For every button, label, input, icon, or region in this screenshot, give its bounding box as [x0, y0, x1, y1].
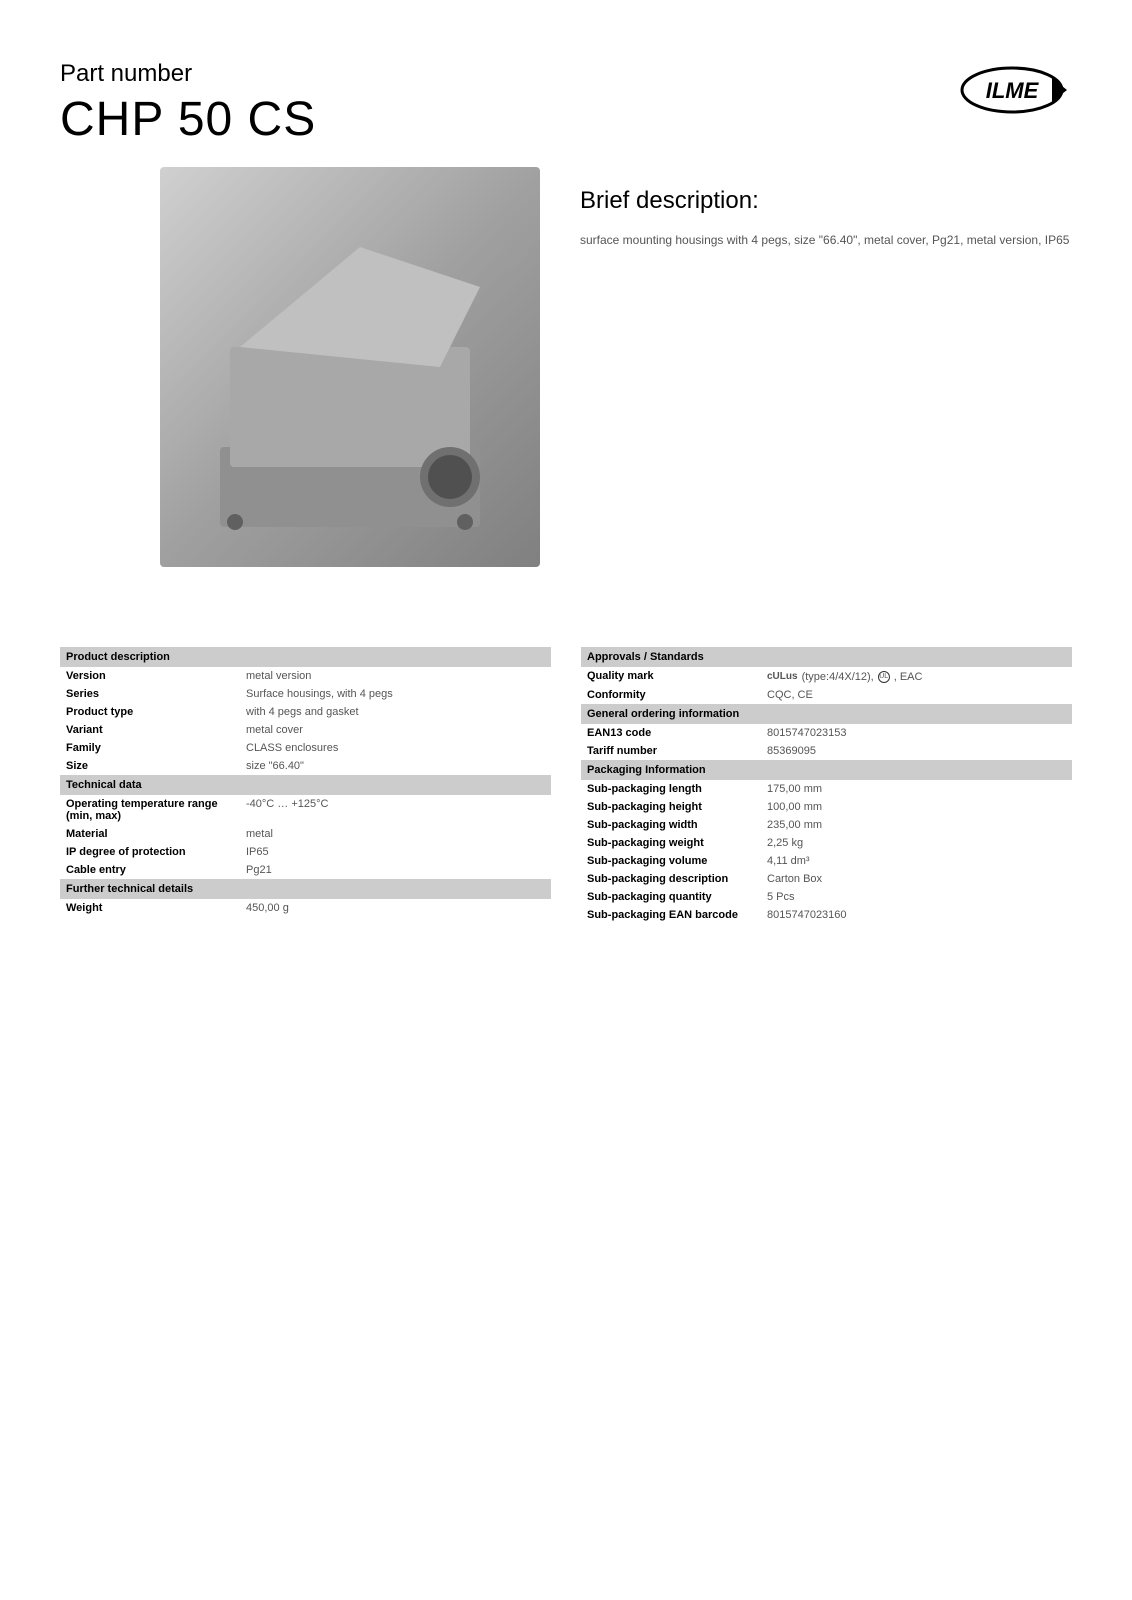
spec-label: IP degree of protection	[66, 846, 246, 858]
spec-value: CLASS enclosures	[246, 742, 545, 754]
page-header: Part number CHP 50 CS ILME	[60, 60, 1072, 147]
spec-row: Weight450,00 g	[60, 899, 551, 917]
company-logo: ILME	[952, 60, 1072, 120]
spec-label: Sub-packaging height	[587, 801, 767, 813]
spec-label: Operating temperature range (min, max)	[66, 798, 246, 822]
spec-row: Cable entryPg21	[60, 861, 551, 879]
spec-row: Sub-packaging width235,00 mm	[581, 816, 1072, 834]
spec-value: with 4 pegs and gasket	[246, 706, 545, 718]
spec-label: Product type	[66, 706, 246, 718]
spec-row: Sub-packaging volume4,11 dm³	[581, 852, 1072, 870]
spec-value: size "66.40"	[246, 760, 545, 772]
spec-row: Sub-packaging length175,00 mm	[581, 780, 1072, 798]
spec-value: CQC, CE	[767, 689, 1066, 701]
spec-label: Cable entry	[66, 864, 246, 876]
spec-value: IP65	[246, 846, 545, 858]
brief-section: Brief description: surface mounting hous…	[580, 167, 1072, 567]
spec-label: Version	[66, 670, 246, 682]
spec-label: Sub-packaging description	[587, 873, 767, 885]
quality-mark-icons: cULus (type:4/4X/12), UL , EAC	[767, 671, 922, 683]
specs-right-column: Approvals / StandardsQuality markcULus (…	[581, 647, 1072, 924]
spec-value: Carton Box	[767, 873, 1066, 885]
spec-row: Sub-packaging quantity5 Pcs	[581, 888, 1072, 906]
section-header: Further technical details	[60, 879, 551, 899]
section-header: Technical data	[60, 775, 551, 795]
spec-row: Tariff number85369095	[581, 742, 1072, 760]
spec-value: metal	[246, 828, 545, 840]
spec-value: 8015747023160	[767, 909, 1066, 921]
brief-title: Brief description:	[580, 187, 1072, 215]
specs-left-column: Product descriptionVersionmetal versionS…	[60, 647, 551, 924]
spec-label: Size	[66, 760, 246, 772]
svg-text:ILME: ILME	[986, 78, 1040, 103]
spec-label: Family	[66, 742, 246, 754]
spec-value: Pg21	[246, 864, 545, 876]
spec-row: Sub-packaging EAN barcode8015747023160	[581, 906, 1072, 924]
spec-label: Variant	[66, 724, 246, 736]
spec-value: 8015747023153	[767, 727, 1066, 739]
spec-value: 175,00 mm	[767, 783, 1066, 795]
spec-row: Variantmetal cover	[60, 721, 551, 739]
brief-text: surface mounting housings with 4 pegs, s…	[580, 231, 1072, 249]
spec-value: 85369095	[767, 745, 1066, 757]
spec-value: 2,25 kg	[767, 837, 1066, 849]
section-header: Product description	[60, 647, 551, 667]
spec-label: Sub-packaging width	[587, 819, 767, 831]
spec-row: Sub-packaging height100,00 mm	[581, 798, 1072, 816]
ilme-logo-icon: ILME	[952, 60, 1072, 120]
spec-row: Sub-packaging weight2,25 kg	[581, 834, 1072, 852]
spec-label: EAN13 code	[587, 727, 767, 739]
spec-label: Sub-packaging EAN barcode	[587, 909, 767, 921]
product-illustration-icon	[160, 167, 540, 567]
spec-row: Materialmetal	[60, 825, 551, 843]
section-header: Packaging Information	[581, 760, 1072, 780]
ul-mark-icon: cULus	[767, 671, 798, 682]
spec-label: Sub-packaging volume	[587, 855, 767, 867]
certification-circle-icon: UL	[878, 671, 890, 683]
spec-label: Quality mark	[587, 670, 767, 683]
specs-container: Product descriptionVersionmetal versionS…	[60, 647, 1072, 924]
spec-label: Sub-packaging weight	[587, 837, 767, 849]
spec-row: Sub-packaging descriptionCarton Box	[581, 870, 1072, 888]
spec-label: Material	[66, 828, 246, 840]
spec-label: Sub-packaging length	[587, 783, 767, 795]
section-header: Approvals / Standards	[581, 647, 1072, 667]
section-header: General ordering information	[581, 704, 1072, 724]
spec-value: cULus (type:4/4X/12), UL , EAC	[767, 670, 1066, 683]
spec-row: SeriesSurface housings, with 4 pegs	[60, 685, 551, 703]
spec-value: 450,00 g	[246, 902, 545, 914]
header-left: Part number CHP 50 CS	[60, 60, 952, 147]
spec-row: FamilyCLASS enclosures	[60, 739, 551, 757]
spec-value: -40°C … +125°C	[246, 798, 545, 822]
spec-label: Series	[66, 688, 246, 700]
product-image	[160, 167, 540, 567]
spec-row: EAN13 code8015747023153	[581, 724, 1072, 742]
spec-value: 4,11 dm³	[767, 855, 1066, 867]
spec-label: Conformity	[587, 689, 767, 701]
spec-label: Sub-packaging quantity	[587, 891, 767, 903]
content-row: Brief description: surface mounting hous…	[60, 167, 1072, 567]
spec-row: ConformityCQC, CE	[581, 686, 1072, 704]
spec-value: 100,00 mm	[767, 801, 1066, 813]
spec-label: Weight	[66, 902, 246, 914]
spec-label: Tariff number	[587, 745, 767, 757]
spec-row: Versionmetal version	[60, 667, 551, 685]
spec-row: Operating temperature range (min, max)-4…	[60, 795, 551, 825]
spec-value: 235,00 mm	[767, 819, 1066, 831]
spec-value: metal version	[246, 670, 545, 682]
spec-value: 5 Pcs	[767, 891, 1066, 903]
spec-row: IP degree of protectionIP65	[60, 843, 551, 861]
part-number-label: Part number	[60, 60, 952, 88]
spec-value: metal cover	[246, 724, 545, 736]
spec-row: Quality markcULus (type:4/4X/12), UL , E…	[581, 667, 1072, 686]
spec-value: Surface housings, with 4 pegs	[246, 688, 545, 700]
part-number-value: CHP 50 CS	[60, 92, 952, 147]
spec-row: Product typewith 4 pegs and gasket	[60, 703, 551, 721]
spec-row: Sizesize "66.40"	[60, 757, 551, 775]
